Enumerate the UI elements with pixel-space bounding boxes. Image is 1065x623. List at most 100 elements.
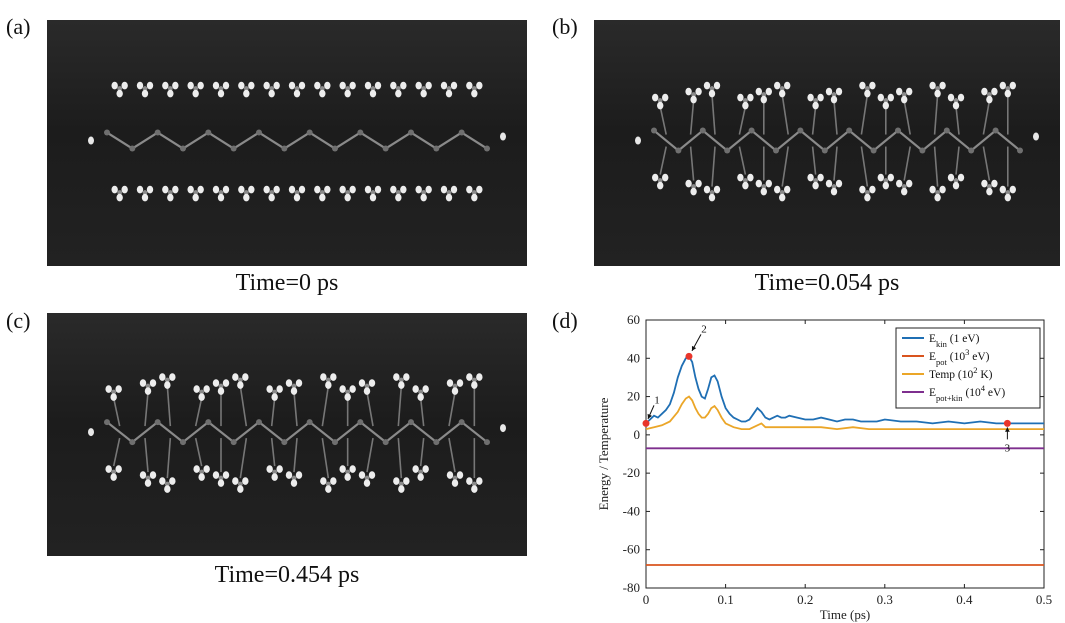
side-atom (291, 383, 297, 389)
fluorine-atom (363, 387, 371, 395)
side-atom (865, 190, 870, 195)
carbon-atom (306, 419, 313, 426)
side-bond (112, 437, 121, 467)
side-atom (901, 184, 907, 189)
backbone-chain (653, 129, 1021, 152)
fluorine-atom (263, 81, 270, 90)
fluorine-atom (1009, 81, 1016, 90)
side-bond (955, 146, 960, 175)
marker-label: 1 (654, 394, 660, 406)
carbon-atom (821, 147, 828, 154)
fluorine-atom (451, 479, 459, 487)
fluorine-atom (742, 101, 749, 110)
fluorine-atom (939, 185, 946, 194)
side-bond (811, 146, 817, 175)
x-tick-label: 0.4 (956, 592, 973, 607)
carbon-atom (154, 419, 161, 426)
fluorine-atom (957, 173, 965, 182)
fluorine-atom (708, 193, 716, 202)
side-atom (164, 377, 170, 383)
fluorine-atom (456, 471, 464, 479)
fluorine-atom (314, 81, 321, 90)
fluorine-atom (807, 93, 814, 102)
fluorine-atom (193, 465, 200, 473)
fluorine-atom (420, 193, 427, 202)
side-atom (345, 389, 351, 395)
side-bond (738, 146, 747, 175)
fluorine-atom (825, 179, 833, 188)
fluorine-atom (339, 81, 346, 90)
backbone-chain (106, 420, 488, 444)
x-axis-label: Time (ps) (820, 607, 870, 622)
side-bond (982, 100, 991, 135)
fluorine-atom (266, 465, 273, 473)
side-atom (418, 469, 424, 475)
side-bond (711, 94, 716, 135)
side-atom (471, 190, 477, 195)
fluorine-atom (162, 185, 169, 194)
carbon-atom (357, 129, 364, 136)
fluorine-atom (991, 87, 998, 96)
fluorine-atom (476, 477, 483, 485)
energy-temperature-chart: 0 0.1 0.2 0.3 0.4 0.5 -80 -60 -40 -20 0 20 40 60 Time … (596, 312, 1052, 622)
fluorine-atom (369, 193, 377, 202)
fluorine-atom (476, 185, 483, 194)
fluorine-atom (368, 379, 376, 387)
fluorine-atom (324, 185, 331, 194)
panel-label-d: (d) (552, 308, 578, 333)
molecule-image-a (88, 81, 506, 202)
caption-a: Time=0 ps (235, 270, 339, 296)
fluorine-atom (339, 465, 346, 473)
side-atom (117, 86, 123, 91)
fluorine-atom (450, 81, 458, 90)
fluorine-atom (986, 187, 993, 196)
carbon-atom (484, 145, 490, 152)
y-tick-label: 0 (634, 427, 641, 442)
fluorine-atom (266, 385, 273, 393)
fluorine-atom (293, 89, 301, 98)
side-bond (366, 437, 374, 473)
fluorine-atom (690, 187, 697, 196)
fluorine-atom (825, 87, 833, 96)
fluorine-atom (288, 81, 296, 90)
side-bond (860, 146, 869, 187)
carbon-atom (919, 147, 926, 154)
fluorine-atom (1004, 89, 1011, 98)
side-atom (657, 178, 663, 183)
fluorine-atom (293, 193, 301, 202)
fluorine-atom (111, 81, 118, 90)
fluorine-atom (817, 93, 824, 102)
fluorine-atom (319, 89, 326, 98)
fluorine-atom (991, 179, 998, 188)
side-atom (709, 190, 715, 195)
y-tick-label: -40 (623, 503, 640, 518)
side-bond (321, 437, 330, 479)
carbon-atom (968, 147, 975, 154)
end-atom (1033, 132, 1039, 141)
side-atom (237, 481, 243, 487)
fluorine-atom (115, 465, 122, 473)
carbon-atom (306, 129, 313, 136)
fluorine-atom (212, 471, 220, 479)
side-bond (903, 146, 911, 181)
side-bond (933, 146, 939, 187)
fluorine-atom (330, 477, 337, 485)
fluorine-atom (887, 173, 894, 182)
fluorine-atom (146, 81, 154, 90)
side-atom (243, 86, 249, 91)
fluorine-atom (217, 479, 225, 487)
fluorine-atom (198, 393, 205, 401)
fluorine-atom (149, 471, 157, 479)
fluorine-atom (295, 471, 303, 479)
carbon-atom (699, 127, 706, 134)
fluorine-atom (774, 81, 781, 90)
side-atom (831, 92, 837, 97)
fluorine-atom (271, 393, 278, 401)
carbon-atom (797, 127, 804, 134)
carbon-atom (433, 439, 440, 446)
fluorine-atom (325, 381, 332, 389)
legend-entry: Temp (102 K) (929, 365, 993, 381)
side-atom (935, 190, 940, 195)
fluorine-atom (349, 185, 356, 194)
carbon-atom (408, 129, 414, 136)
